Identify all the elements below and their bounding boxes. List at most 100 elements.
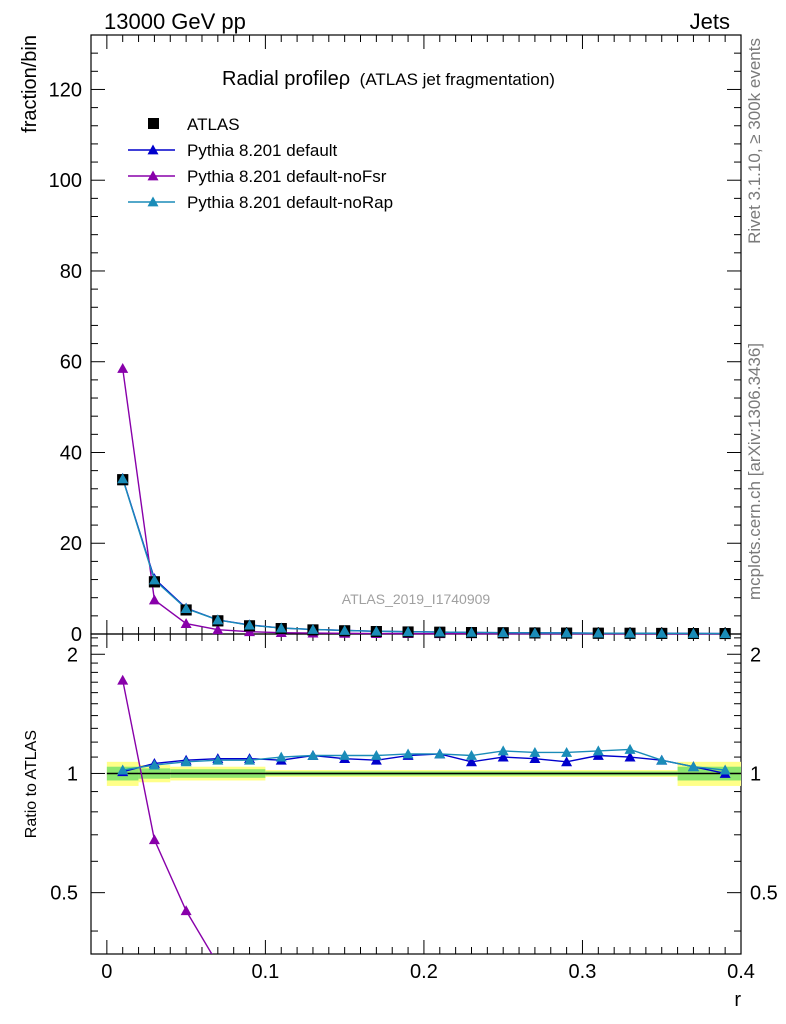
legend-item: ATLAS xyxy=(148,115,240,134)
series-point xyxy=(656,627,668,638)
plot-title: Radial profileρ (ATLAS jet fragmentation… xyxy=(222,68,555,90)
ratio-series-point xyxy=(148,834,160,845)
legend-item: Pythia 8.201 default-noFsr xyxy=(128,167,387,186)
series-point xyxy=(529,627,541,638)
series-line xyxy=(122,478,726,635)
series-point xyxy=(687,627,699,638)
ratio-series-point xyxy=(180,756,192,767)
ratio-series-point xyxy=(339,967,350,977)
ratio-series-point xyxy=(497,745,509,756)
legend-marker-triangle xyxy=(147,196,159,207)
series-point xyxy=(212,624,224,635)
ratio-series-point xyxy=(466,967,477,977)
series-point xyxy=(719,628,731,638)
ratio-y-tick-label: 2 xyxy=(67,644,78,666)
legend-label: Pythia 8.201 default-noRap xyxy=(187,193,393,212)
main-y-tick-label: 60 xyxy=(60,352,82,374)
ratio-series-point xyxy=(624,751,636,762)
legend-item: Pythia 8.201 default xyxy=(128,141,338,160)
ratio-y-tick-label: 1 xyxy=(67,763,78,785)
series-point xyxy=(307,623,319,634)
series-line xyxy=(122,478,726,635)
series-0 xyxy=(117,474,731,640)
ratio-series-point xyxy=(402,748,414,759)
series-point xyxy=(402,626,414,637)
plot-title-main: Radial profileρ xyxy=(222,68,350,90)
series-3 xyxy=(117,473,731,638)
series-point xyxy=(148,574,160,585)
ratio-series-line xyxy=(122,748,726,771)
ratio-series-point xyxy=(561,746,573,757)
ratio-series-point xyxy=(180,905,192,916)
x-tick-label: 0.4 xyxy=(727,961,755,983)
series-point xyxy=(561,627,573,638)
main-y-tick-label: 120 xyxy=(49,79,82,101)
ratio-series-point xyxy=(561,756,573,767)
legend: ATLAS Pythia 8.201 default Pythia 8.201 de… xyxy=(128,115,393,212)
ratio-y-tick-label: 0.5 xyxy=(50,883,78,905)
ratio-series-point xyxy=(148,759,160,770)
analysis-watermark: ATLAS_2019_I1740909 xyxy=(342,591,491,607)
x-tick-label: 0.1 xyxy=(251,961,279,983)
legend-marker-square xyxy=(148,118,159,129)
rivet-version-text: Rivet 3.1.10, ≥ 300k events xyxy=(745,38,764,244)
series-point xyxy=(275,622,287,633)
ratio-series-point xyxy=(719,764,731,775)
ratio-series-point xyxy=(212,754,224,765)
ratio-series-point xyxy=(529,967,540,977)
main-y-tick-label: 0 xyxy=(71,624,82,646)
ratio-series-point xyxy=(592,745,604,756)
ratio-series-point xyxy=(688,967,699,977)
ratio-series-point xyxy=(434,748,446,759)
ratio-series-point xyxy=(275,751,287,762)
ratio-series-2 xyxy=(117,743,731,775)
ratio-series-point xyxy=(624,743,636,754)
ratio-series-point xyxy=(117,674,129,685)
main-y-tick-label: 40 xyxy=(60,442,82,464)
atlas-points-overlay xyxy=(117,473,731,640)
ratio-series-point xyxy=(370,750,382,760)
legend-marker-triangle xyxy=(147,170,159,181)
series-point xyxy=(465,626,477,637)
series-point xyxy=(244,619,256,630)
ratio-series-point xyxy=(687,761,699,772)
ratio-series-point xyxy=(529,753,541,764)
ratio-y-tick-label-right: 2 xyxy=(750,644,761,666)
legend-item: Pythia 8.201 default-noRap xyxy=(128,193,393,212)
legend-label: ATLAS xyxy=(187,115,240,134)
series-point xyxy=(624,627,636,638)
ratio-series-point xyxy=(625,967,636,977)
ratio-series-point xyxy=(529,746,541,757)
x-tick-label: 0.3 xyxy=(569,961,597,983)
ratio-series-point xyxy=(497,751,509,762)
legend-label: Pythia 8.201 default-noFsr xyxy=(187,167,387,186)
ratio-series-point xyxy=(656,967,667,977)
series-point xyxy=(434,626,446,637)
series-point xyxy=(180,603,192,613)
ratio-series-point xyxy=(244,754,256,765)
ratio-series-line xyxy=(122,680,213,954)
main-y-axis-label: fraction/bin xyxy=(19,35,41,133)
legend-label: Pythia 8.201 default xyxy=(187,141,338,160)
series-point xyxy=(212,614,224,625)
mcplots-reference-text: mcplots.cern.ch [arXiv:1306.3436] xyxy=(745,343,764,600)
ratio-y-axis-label: Ratio to ATLAS xyxy=(23,730,40,838)
x-tick-label: 0 xyxy=(101,961,112,983)
x-tick-label: 0.2 xyxy=(410,961,438,983)
main-y-tick-label: 20 xyxy=(60,533,82,555)
series-point xyxy=(148,594,160,605)
series-point xyxy=(497,627,509,638)
series-point xyxy=(180,618,192,628)
x-axis-label: r xyxy=(734,989,741,1011)
series-point xyxy=(370,625,382,636)
ratio-series-point xyxy=(117,764,129,775)
plot-subtitle: (ATLAS jet fragmentation) xyxy=(360,70,555,89)
ratio-series-point xyxy=(307,967,318,977)
ratio-series-point xyxy=(656,754,668,765)
ratio-series-point xyxy=(465,756,477,767)
ratio-y-tick-label-right: 1 xyxy=(750,763,761,785)
series-point xyxy=(117,473,129,484)
ratio-plot-frame xyxy=(90,633,742,955)
main-y-tick-label: 100 xyxy=(49,170,82,192)
